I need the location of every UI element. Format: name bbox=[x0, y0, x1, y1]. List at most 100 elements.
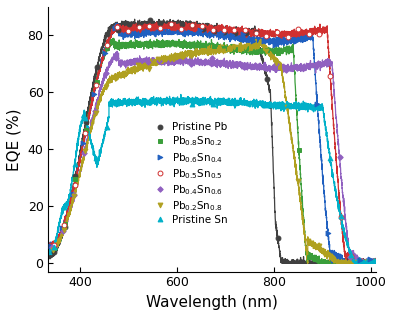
Line: Pb$_{0.8}$Sn$_{0.2}$: Pb$_{0.8}$Sn$_{0.2}$ bbox=[52, 41, 312, 259]
Pb$_{0.5}$Sn$_{0.5}$ bbox=[349, 254, 354, 258]
Pristine Sn bbox=[62, 205, 67, 209]
Pristine Pb bbox=[264, 77, 269, 81]
Pristine Sn bbox=[115, 101, 120, 105]
Pb$_{0.6}$Sn$_{0.4}$ bbox=[262, 39, 266, 42]
Pb$_{0.2}$Sn$_{0.8}$ bbox=[242, 45, 247, 49]
Pb$_{0.6}$Sn$_{0.4}$ bbox=[102, 51, 107, 55]
Pb$_{0.6}$Sn$_{0.4}$ bbox=[272, 43, 277, 47]
Pristine Sn bbox=[275, 102, 279, 106]
Pb$_{0.4}$Sn$_{0.6}$ bbox=[305, 64, 310, 68]
Pb$_{0.6}$Sn$_{0.4}$ bbox=[91, 92, 96, 95]
Pb$_{0.6}$Sn$_{0.4}$ bbox=[304, 36, 309, 39]
Pristine Pb bbox=[115, 28, 120, 32]
Pb$_{0.6}$Sn$_{0.4}$ bbox=[230, 33, 234, 37]
Pb$_{0.8}$Sn$_{0.2}$ bbox=[286, 48, 290, 52]
Pristine Pb bbox=[190, 23, 195, 26]
Pristine Sn bbox=[147, 100, 152, 104]
Pristine Sn bbox=[179, 100, 184, 104]
Pb$_{0.8}$Sn$_{0.2}$ bbox=[158, 42, 163, 46]
Pristine Sn bbox=[200, 100, 205, 104]
Pb$_{0.4}$Sn$_{0.6}$ bbox=[295, 67, 299, 70]
Pb$_{0.2}$Sn$_{0.8}$ bbox=[115, 75, 119, 79]
Pb$_{0.2}$Sn$_{0.8}$ bbox=[178, 54, 183, 58]
Pb$_{0.8}$Sn$_{0.2}$ bbox=[211, 44, 216, 48]
Pristine Sn bbox=[285, 103, 290, 107]
Pb$_{0.6}$Sn$_{0.4}$ bbox=[145, 29, 149, 33]
Pb$_{0.2}$Sn$_{0.8}$ bbox=[327, 254, 332, 257]
Pb$_{0.4}$Sn$_{0.6}$ bbox=[316, 61, 321, 65]
Pb$_{0.2}$Sn$_{0.8}$ bbox=[306, 239, 311, 243]
Pb$_{0.8}$Sn$_{0.2}$ bbox=[222, 46, 227, 50]
Pristine Sn bbox=[296, 103, 301, 107]
Pb$_{0.5}$Sn$_{0.5}$ bbox=[115, 25, 120, 29]
Pb$_{0.5}$Sn$_{0.5}$ bbox=[168, 22, 173, 26]
Pristine Sn bbox=[211, 102, 216, 106]
Pb$_{0.8}$Sn$_{0.2}$ bbox=[115, 43, 120, 47]
Pb$_{0.2}$Sn$_{0.8}$ bbox=[296, 179, 300, 183]
Pb$_{0.4}$Sn$_{0.6}$ bbox=[252, 63, 257, 67]
Pb$_{0.5}$Sn$_{0.5}$ bbox=[51, 243, 56, 246]
Pb$_{0.2}$Sn$_{0.8}$ bbox=[93, 111, 98, 115]
Pb$_{0.5}$Sn$_{0.5}$ bbox=[328, 74, 333, 78]
Pristine Pb bbox=[254, 30, 258, 34]
Pristine Pb bbox=[201, 28, 205, 31]
Pristine Sn bbox=[158, 97, 162, 100]
Pb$_{0.4}$Sn$_{0.6}$ bbox=[242, 65, 246, 68]
Line: Pb$_{0.6}$Sn$_{0.4}$: Pb$_{0.6}$Sn$_{0.4}$ bbox=[49, 26, 373, 263]
Pristine Sn bbox=[221, 100, 226, 103]
Pb$_{0.4}$Sn$_{0.6}$ bbox=[71, 193, 76, 197]
Pb$_{0.8}$Sn$_{0.2}$ bbox=[94, 80, 99, 84]
Pristine Pb bbox=[137, 23, 141, 26]
Pb$_{0.8}$Sn$_{0.2}$ bbox=[126, 43, 131, 47]
Pb$_{0.5}$Sn$_{0.5}$ bbox=[296, 28, 301, 31]
Pb$_{0.4}$Sn$_{0.6}$ bbox=[188, 62, 193, 66]
Pb$_{0.4}$Sn$_{0.6}$ bbox=[273, 62, 278, 66]
Pb$_{0.5}$Sn$_{0.5}$ bbox=[190, 23, 194, 27]
Pb$_{0.8}$Sn$_{0.2}$ bbox=[52, 246, 56, 250]
Pb$_{0.8}$Sn$_{0.2}$ bbox=[264, 49, 269, 52]
Pb$_{0.2}$Sn$_{0.8}$ bbox=[72, 194, 77, 198]
Pb$_{0.6}$Sn$_{0.4}$ bbox=[177, 30, 181, 34]
Pb$_{0.6}$Sn$_{0.4}$ bbox=[166, 29, 171, 33]
Pb$_{0.6}$Sn$_{0.4}$ bbox=[155, 30, 160, 34]
Pb$_{0.6}$Sn$_{0.4}$ bbox=[357, 258, 362, 262]
Pb$_{0.6}$Sn$_{0.4}$ bbox=[368, 257, 373, 261]
Pb$_{0.4}$Sn$_{0.6}$ bbox=[114, 56, 119, 60]
Pristine Pb bbox=[211, 29, 216, 33]
Pristine Pb bbox=[275, 236, 280, 240]
Pb$_{0.8}$Sn$_{0.2}$ bbox=[105, 46, 110, 50]
Pb$_{0.6}$Sn$_{0.4}$ bbox=[113, 27, 117, 30]
Pb$_{0.5}$Sn$_{0.5}$ bbox=[136, 25, 141, 29]
Pb$_{0.5}$Sn$_{0.5}$ bbox=[147, 24, 152, 28]
Pb$_{0.5}$Sn$_{0.5}$ bbox=[211, 28, 216, 31]
Pristine Sn bbox=[243, 100, 247, 104]
Pristine Pb bbox=[52, 249, 56, 253]
Pb$_{0.5}$Sn$_{0.5}$ bbox=[104, 43, 109, 47]
Pb$_{0.6}$Sn$_{0.4}$ bbox=[208, 33, 213, 36]
Pb$_{0.4}$Sn$_{0.6}$ bbox=[263, 67, 268, 70]
Line: Pb$_{0.2}$Sn$_{0.8}$: Pb$_{0.2}$Sn$_{0.8}$ bbox=[50, 44, 332, 258]
Pristine Pb bbox=[94, 66, 99, 69]
Pb$_{0.6}$Sn$_{0.4}$ bbox=[251, 39, 256, 43]
Pb$_{0.2}$Sn$_{0.8}$ bbox=[104, 85, 109, 89]
Pb$_{0.6}$Sn$_{0.4}$ bbox=[240, 32, 245, 36]
Pb$_{0.5}$Sn$_{0.5}$ bbox=[126, 29, 130, 33]
Pb$_{0.5}$Sn$_{0.5}$ bbox=[232, 29, 237, 32]
Pristine Pb bbox=[222, 30, 227, 34]
Pristine Pb bbox=[73, 174, 78, 178]
Pb$_{0.4}$Sn$_{0.6}$ bbox=[135, 58, 140, 61]
Pristine Sn bbox=[190, 102, 194, 106]
Pristine Pb bbox=[147, 18, 152, 22]
Pb$_{0.4}$Sn$_{0.6}$ bbox=[103, 71, 108, 74]
Pb$_{0.6}$Sn$_{0.4}$ bbox=[49, 243, 54, 247]
Pb$_{0.5}$Sn$_{0.5}$ bbox=[253, 31, 258, 35]
Pb$_{0.4}$Sn$_{0.6}$ bbox=[167, 60, 172, 63]
Pb$_{0.6}$Sn$_{0.4}$ bbox=[187, 30, 192, 34]
Pristine Sn bbox=[51, 245, 56, 249]
Pristine Pb bbox=[105, 32, 110, 36]
Pristine Sn bbox=[317, 105, 322, 109]
Pb$_{0.4}$Sn$_{0.6}$ bbox=[231, 63, 236, 67]
Pb$_{0.4}$Sn$_{0.6}$ bbox=[284, 68, 289, 72]
Pb$_{0.6}$Sn$_{0.4}$ bbox=[123, 33, 128, 36]
Pristine Sn bbox=[94, 156, 98, 159]
